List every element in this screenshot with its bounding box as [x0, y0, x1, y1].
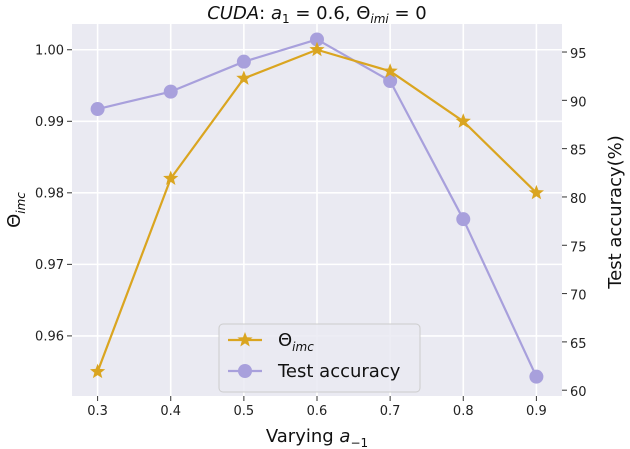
data-point-test_accuracy: [163, 84, 178, 99]
data-point-test_accuracy: [456, 212, 471, 227]
data-point-theta_imc: [89, 363, 106, 379]
y-right-tick-label: 85: [570, 144, 587, 159]
y-right-tick-label: 75: [570, 240, 587, 255]
x-tick-label: 0.6: [307, 404, 328, 419]
legend-box: [218, 323, 421, 393]
x-tick-label: 0.3: [87, 404, 108, 419]
ticks-group: 0.3 0.4 0.5 0.6 0.7 0.8 0.9 0.96 0.97 0.98 0.99 1.0…: [35, 43, 587, 419]
legend: Θimc Test accuracy: [218, 323, 421, 393]
y-axis-left-title: Θimc: [4, 192, 28, 228]
legend-label-theta-imc: Θimc: [278, 330, 314, 354]
data-point-test_accuracy: [383, 74, 398, 89]
x-axis-title: Varying a−1: [266, 426, 368, 449]
y-left-tick-label: 0.99: [35, 115, 64, 130]
y-right-tick-label: 70: [570, 289, 587, 304]
x-tick-label: 0.8: [453, 404, 474, 419]
y-right-tick-label: 65: [570, 337, 587, 352]
data-point-test_accuracy: [236, 54, 251, 69]
legend-circle-icon: [238, 364, 252, 378]
y-left-tick-label: 1.00: [35, 43, 64, 58]
data-point-theta_imc: [163, 170, 179, 185]
data-point-test_accuracy: [529, 369, 544, 384]
data-point-test_accuracy: [90, 102, 105, 117]
y-right-tick-label: 95: [570, 47, 587, 62]
y-axis-right-title: Test accuracy(%): [605, 135, 626, 290]
data-point-theta_imc: [455, 113, 471, 128]
y-left-tick-label: 0.96: [35, 329, 64, 344]
data-point-theta_imc: [528, 184, 545, 200]
x-tick-label: 0.7: [380, 404, 401, 419]
y-left-tick-label: 0.97: [35, 258, 64, 273]
y-right-tick-label: 80: [570, 192, 587, 207]
series-group: [89, 32, 545, 384]
x-tick-label: 0.5: [234, 404, 255, 419]
y-right-tick-label: 90: [570, 95, 587, 110]
grid: [72, 24, 562, 396]
legend-label-test-accuracy: Test accuracy: [277, 361, 401, 382]
data-point-theta_imc: [309, 41, 325, 57]
legend-star-icon: [237, 332, 253, 347]
x-tick-label: 0.4: [160, 404, 181, 419]
chart-title: CUDA: a1 = 0.6, Θimi = 0: [207, 3, 427, 26]
x-tick-label: 0.9: [526, 404, 547, 419]
data-point-theta_imc: [236, 70, 252, 85]
data-point-test_accuracy: [310, 32, 324, 47]
y-left-tick-label: 0.98: [35, 186, 64, 201]
data-point-theta_imc: [382, 63, 398, 78]
y-right-tick-label: 60: [570, 385, 587, 400]
